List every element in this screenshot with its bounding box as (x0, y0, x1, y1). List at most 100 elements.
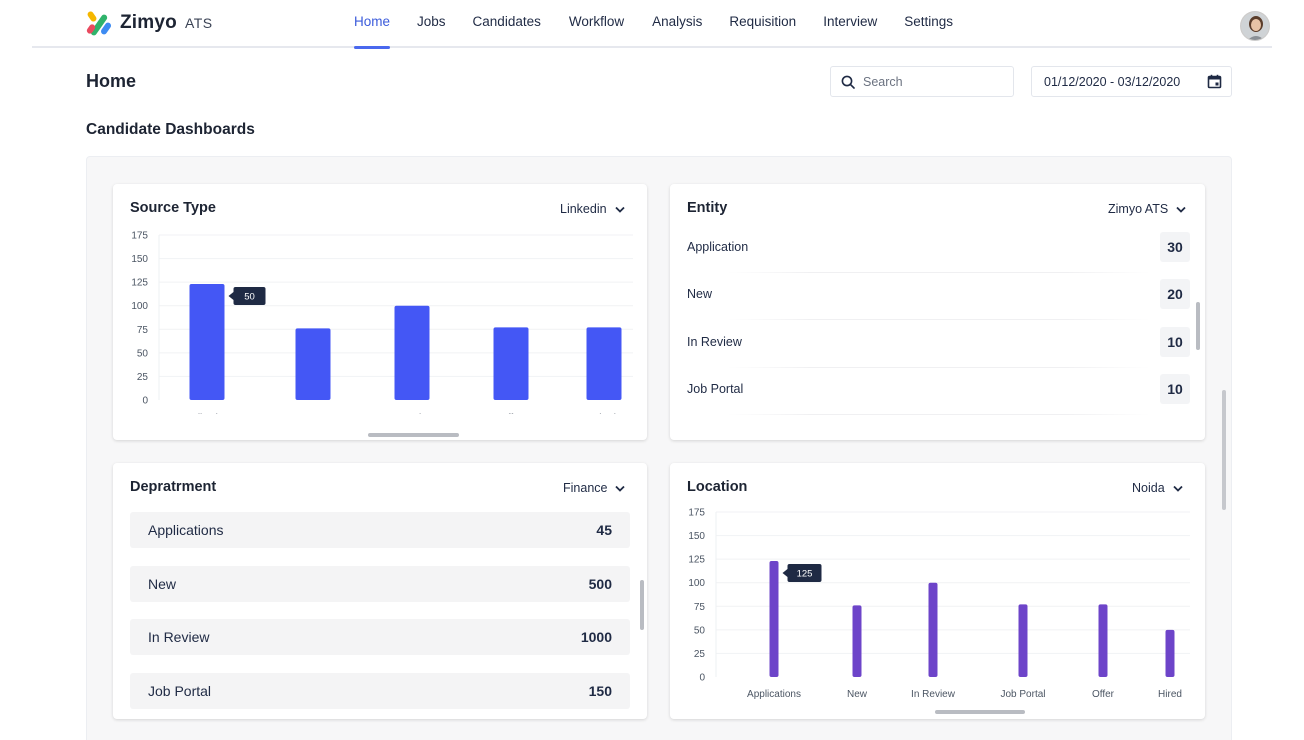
card-title: Entity (687, 200, 728, 216)
row-label: In Review (148, 629, 210, 645)
app-suffix: ATS (184, 15, 213, 31)
chart-bar[interactable] (493, 327, 529, 400)
list-item: In Review 10 (687, 324, 1190, 368)
row-label: Job Portal (148, 683, 212, 699)
chart-bar[interactable] (586, 327, 622, 400)
row-label: New (148, 576, 177, 592)
source-type-filter[interactable]: Linkedin (560, 202, 625, 216)
list-item: Job Portal 150 (130, 673, 630, 709)
chart-bar[interactable] (769, 561, 779, 677)
chart-bar[interactable] (394, 305, 430, 400)
row-value: 1000 (580, 629, 612, 645)
source-type-card: Source Type Linkedin 175 150 125 100 75 50 25 0… (113, 184, 647, 440)
x-tick-label: Hired (1158, 689, 1182, 700)
list-item: New 500 (130, 566, 630, 602)
row-value: 30 (1160, 232, 1190, 262)
source-type-chart: 175 150 125 100 75 50 25 0 Applications New In Rev… (131, 231, 633, 414)
department-filter[interactable]: Finance (563, 481, 626, 495)
chart-bar[interactable] (295, 328, 331, 400)
x-tick-label: Applications (747, 689, 801, 700)
section-title: Candidate Dashboards (86, 121, 255, 138)
y-tick-label: 75 (137, 325, 149, 336)
zimyo-logo-icon (85, 10, 113, 37)
calendar-icon[interactable] (1207, 74, 1222, 89)
chevron-down-icon (615, 485, 626, 492)
x-tick-label: New (303, 413, 324, 414)
app-name: Zimyo (120, 12, 177, 33)
list-scrollbar[interactable] (1196, 302, 1200, 350)
y-tick-label: 50 (694, 625, 706, 636)
chevron-down-icon (614, 206, 625, 213)
x-tick-label: Hired (592, 413, 616, 414)
y-tick-label: 25 (137, 372, 149, 383)
user-avatar-icon (1241, 12, 1269, 40)
row-divider (727, 319, 1150, 320)
y-tick-label: 100 (131, 301, 148, 312)
y-tick-label: 125 (131, 278, 148, 289)
row-label: Applications (148, 522, 224, 538)
row-divider (727, 414, 1150, 415)
chart-bar[interactable] (1018, 604, 1028, 677)
chart-scrollbar[interactable] (368, 433, 459, 437)
x-tick-label: Applications (180, 413, 234, 414)
chart-bar[interactable] (852, 605, 862, 677)
list-item: In Review 1000 (130, 619, 630, 655)
date-range-value: 01/12/2020 - 03/12/2020 (1044, 74, 1181, 89)
location-chart: 175 150 125 100 75 50 25 0 Applications New In Rev… (688, 508, 1190, 700)
chart-bar[interactable] (928, 582, 938, 677)
x-tick-label: Job Portal (1000, 689, 1045, 700)
x-tick-label: Offer (1092, 689, 1115, 700)
tooltip-value: 125 (797, 569, 813, 580)
y-tick-label: 50 (137, 348, 149, 359)
date-range-picker[interactable]: 01/12/2020 - 03/12/2020 (1031, 66, 1232, 97)
row-divider (727, 272, 1150, 273)
y-tick-label: 0 (699, 673, 705, 684)
filter-value: Noida (1132, 481, 1165, 495)
card-title: Depratrment (130, 479, 217, 495)
list-item: Applications 45 (130, 512, 630, 548)
app-logo[interactable]: Zimyo ATS (85, 9, 213, 37)
filter-value: Linkedin (560, 202, 607, 216)
nav-workflow[interactable]: Workflow (568, 14, 625, 29)
search-input[interactable] (863, 74, 1003, 89)
nav-requisition[interactable]: Requisition (729, 14, 797, 29)
nav-analysis[interactable]: Analysis (652, 14, 703, 29)
y-tick-label: 150 (131, 254, 148, 265)
chart-bar[interactable] (189, 284, 225, 400)
user-avatar[interactable] (1240, 11, 1270, 41)
department-card: Depratrment Finance Applications 45 New … (113, 463, 647, 719)
nav-jobs[interactable]: Jobs (417, 14, 446, 29)
list-item: Job Portal 10 (687, 371, 1190, 415)
nav-candidates[interactable]: Candidates (472, 14, 541, 29)
search-field[interactable] (830, 66, 1014, 97)
row-value: 10 (1160, 374, 1190, 404)
row-value: 10 (1160, 327, 1190, 357)
location-filter[interactable]: Noida (1132, 481, 1183, 495)
nav-interview[interactable]: Interview (823, 14, 878, 29)
row-value: 150 (588, 683, 612, 699)
y-tick-label: 150 (688, 531, 705, 542)
y-tick-label: 175 (131, 231, 148, 242)
card-title: Location (687, 479, 748, 495)
top-navigation-bar: Zimyo ATS Home Jobs Candidates Workflow … (32, 0, 1272, 49)
y-tick-label: 125 (688, 555, 705, 566)
chart-bar[interactable] (1098, 604, 1108, 677)
list-scrollbar[interactable] (640, 580, 644, 630)
location-card: Location Noida 175 150 125 100 75 50 25 0 Applic… (670, 463, 1205, 719)
y-tick-label: 25 (694, 649, 706, 660)
row-divider (727, 367, 1150, 368)
tooltip-pointer (782, 569, 788, 578)
x-tick-label: In Review (911, 689, 956, 700)
nav-home[interactable]: Home (354, 0, 391, 49)
filter-value: Zimyo ATS (1108, 202, 1169, 216)
card-title: Source Type (130, 200, 216, 216)
panel-scrollbar[interactable] (1222, 390, 1226, 510)
tooltip-pointer (228, 292, 234, 301)
page-title: Home (86, 71, 137, 91)
nav-settings[interactable]: Settings (904, 14, 954, 29)
chart-bar[interactable] (1165, 629, 1175, 677)
chart-tooltip (787, 564, 822, 583)
list-item: Application 30 (687, 229, 1190, 273)
entity-filter[interactable]: Zimyo ATS (1108, 202, 1186, 216)
chart-scrollbar[interactable] (935, 710, 1025, 714)
